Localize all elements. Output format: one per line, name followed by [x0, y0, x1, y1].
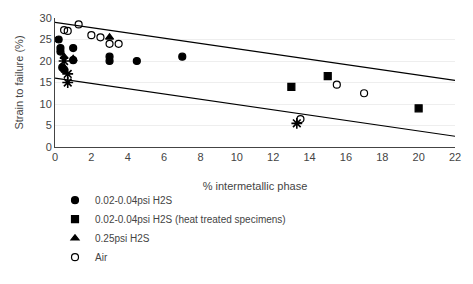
svg-text:5: 5 — [46, 119, 52, 131]
svg-text:10: 10 — [231, 151, 243, 163]
svg-text:20: 20 — [40, 55, 52, 67]
svg-text:0: 0 — [52, 151, 58, 163]
svg-text:20: 20 — [413, 151, 425, 163]
svg-text:8: 8 — [197, 151, 203, 163]
svg-text:22: 22 — [449, 151, 461, 163]
svg-text:16: 16 — [340, 151, 352, 163]
svg-text:0.02-0.04psi H2S: 0.02-0.04psi H2S — [95, 195, 173, 206]
svg-text:18: 18 — [376, 151, 388, 163]
svg-text:2: 2 — [88, 151, 94, 163]
svg-text:0.25psi H2S: 0.25psi H2S — [95, 233, 150, 244]
svg-text:25: 25 — [40, 33, 52, 45]
svg-text:15: 15 — [40, 76, 52, 88]
svg-text:12: 12 — [267, 151, 279, 163]
svg-text:% intermetallic phase: % intermetallic phase — [203, 180, 308, 192]
svg-text:14: 14 — [303, 151, 315, 163]
svg-text:0: 0 — [46, 141, 52, 153]
svg-text:10: 10 — [40, 98, 52, 110]
svg-text:4: 4 — [125, 151, 131, 163]
svg-text:0.02-0.04psi H2S (heat treated: 0.02-0.04psi H2S (heat treated specimens… — [95, 214, 286, 225]
svg-text:6: 6 — [161, 151, 167, 163]
svg-text:30: 30 — [40, 12, 52, 24]
svg-text:Air: Air — [95, 252, 108, 263]
svg-text:Strain to failure (%): Strain to failure (%) — [13, 35, 25, 129]
